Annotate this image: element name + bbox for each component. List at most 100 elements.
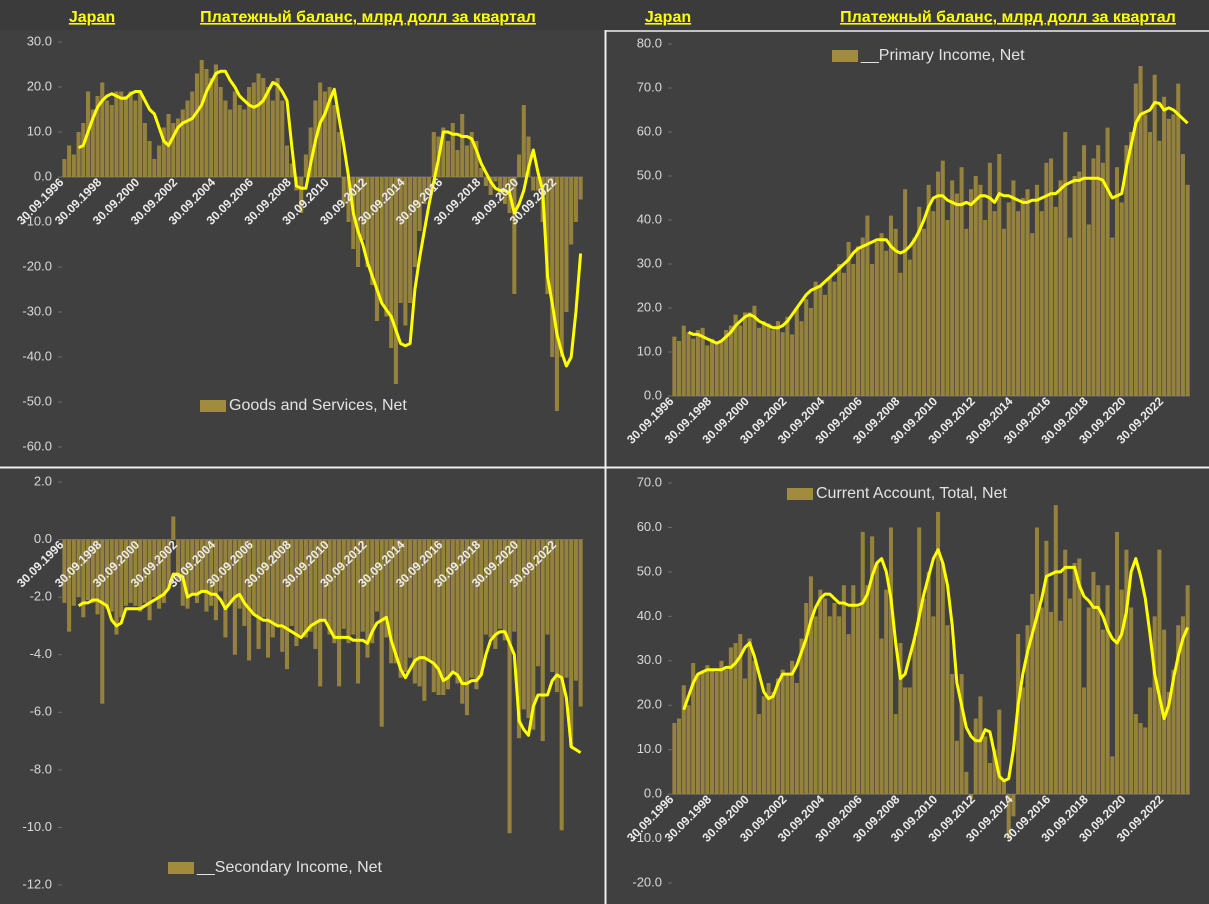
- bar: [460, 114, 465, 177]
- bar: [926, 184, 931, 396]
- bar: [870, 536, 875, 795]
- bar: [469, 132, 474, 177]
- bar: [1162, 96, 1167, 397]
- y-tick-label: -10.0: [22, 819, 52, 834]
- bar: [479, 539, 484, 675]
- bar: [171, 123, 176, 177]
- bar: [322, 539, 327, 621]
- bar: [284, 539, 290, 670]
- bar: [119, 91, 124, 177]
- bar: [898, 643, 903, 795]
- bar: [346, 539, 351, 644]
- bar: [940, 160, 945, 396]
- bar: [90, 109, 95, 177]
- bar: [1100, 162, 1105, 396]
- bar: [804, 299, 809, 396]
- bar: [1185, 184, 1190, 396]
- bar: [389, 177, 394, 348]
- bar: [710, 338, 715, 396]
- bar: [81, 539, 86, 618]
- bar: [865, 215, 870, 396]
- legend-swatch: [168, 862, 194, 874]
- bar: [1091, 571, 1096, 795]
- bar: [823, 598, 828, 795]
- bar: [1129, 132, 1134, 396]
- bar: [827, 616, 832, 795]
- bar: [498, 177, 503, 195]
- bar: [237, 105, 242, 177]
- bar: [766, 323, 771, 396]
- bar: [412, 177, 417, 267]
- bar: [351, 539, 356, 635]
- bar: [1152, 74, 1157, 397]
- bar: [1011, 180, 1016, 396]
- bar: [827, 277, 832, 396]
- legend-swatch: [832, 50, 858, 62]
- bar: [775, 321, 780, 396]
- bar: [327, 539, 332, 635]
- bar: [374, 539, 380, 612]
- bar: [969, 189, 974, 396]
- bar: [917, 527, 922, 795]
- bar: [874, 242, 879, 396]
- bar: [218, 539, 223, 592]
- bar: [813, 616, 818, 795]
- bar: [921, 228, 926, 396]
- bar: [1011, 794, 1016, 817]
- bar: [738, 634, 743, 795]
- bar: [550, 539, 555, 672]
- bar: [493, 177, 498, 182]
- bar: [474, 141, 479, 177]
- bar: [1020, 198, 1025, 396]
- legend-label: Goods and Services, Net: [229, 397, 407, 414]
- bar: [370, 177, 375, 285]
- bar: [1086, 224, 1091, 396]
- bar: [1119, 202, 1124, 396]
- y-tick-label: 0.0: [644, 786, 662, 801]
- bar: [1133, 714, 1138, 795]
- bar: [1100, 629, 1105, 795]
- bar: [498, 539, 503, 629]
- bar: [441, 539, 446, 696]
- bar: [142, 539, 147, 603]
- y-tick-label: -12.0: [22, 876, 52, 891]
- bar: [147, 141, 152, 177]
- bar: [370, 539, 375, 644]
- bar: [677, 341, 682, 396]
- bar: [265, 87, 271, 177]
- trend-line: [77, 69, 583, 368]
- y-tick-label: 10.0: [637, 343, 662, 358]
- bar: [1105, 585, 1110, 795]
- legend-label: __Primary Income, Net: [860, 47, 1025, 64]
- bar: [1006, 202, 1011, 396]
- bar: [384, 539, 389, 638]
- bar: [1025, 625, 1030, 795]
- bar: [1105, 127, 1110, 396]
- bar: [251, 82, 256, 177]
- bar: [884, 589, 889, 795]
- bar: [931, 616, 936, 795]
- bar: [879, 233, 884, 396]
- bar: [1138, 66, 1143, 396]
- bar: [888, 527, 893, 795]
- bar: [256, 73, 261, 177]
- bar: [464, 539, 469, 716]
- bar: [695, 674, 700, 795]
- bar: [512, 539, 517, 632]
- bar: [785, 316, 790, 396]
- bar: [171, 516, 176, 540]
- bar: [921, 598, 926, 795]
- bar: [379, 177, 384, 303]
- bar: [398, 539, 403, 678]
- bar: [408, 177, 413, 303]
- bar: [1157, 140, 1162, 396]
- bar: [1001, 228, 1007, 396]
- bar: [700, 671, 705, 795]
- bar: [422, 539, 427, 701]
- bar: [761, 321, 766, 396]
- panel: [0, 469, 604, 904]
- bar: [199, 60, 204, 177]
- bar: [152, 539, 157, 598]
- bar: [907, 259, 912, 396]
- bar: [950, 180, 955, 396]
